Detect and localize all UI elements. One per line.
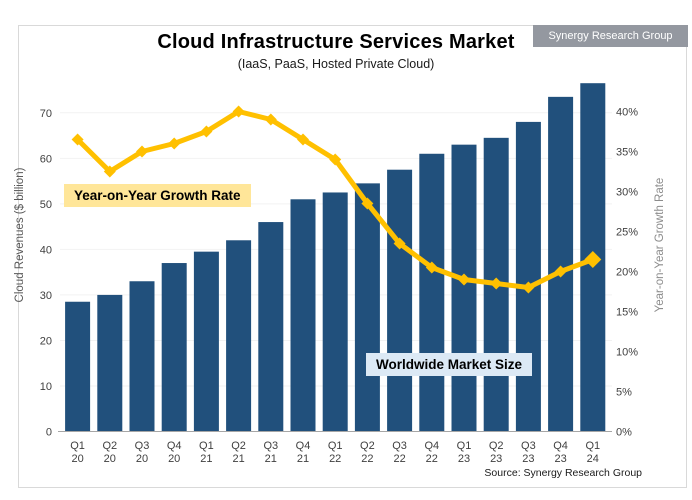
left-tick-label: 50 xyxy=(40,199,52,211)
bar xyxy=(322,192,348,432)
bar xyxy=(65,301,91,432)
line-marker xyxy=(522,281,535,294)
chart-subtitle: (IaaS, PaaS, Hosted Private Cloud) xyxy=(237,57,435,71)
x-tick-label: Q1 xyxy=(328,440,343,452)
x-tick-label: 20 xyxy=(104,453,116,465)
source-note: Source: Synergy Research Group xyxy=(484,467,642,479)
right-tick-label: 15% xyxy=(616,307,638,319)
x-tick-label: 23 xyxy=(490,453,502,465)
line-marker xyxy=(71,133,84,146)
bar xyxy=(387,169,413,432)
right-tick-label: 40% xyxy=(616,107,638,119)
line-marker xyxy=(200,125,213,138)
line-marker xyxy=(103,165,116,178)
line-marker xyxy=(264,113,277,126)
x-tick-label: 23 xyxy=(458,453,470,465)
bar xyxy=(515,121,541,432)
x-tick-label: Q3 xyxy=(263,440,278,452)
x-tick-label: Q4 xyxy=(553,440,568,452)
right-tick-label: 20% xyxy=(616,267,638,279)
brand-badge: Synergy Research Group xyxy=(533,25,688,47)
x-tick-label: 21 xyxy=(200,453,212,465)
line-marker xyxy=(361,197,374,210)
right-tick-label: 30% xyxy=(616,187,638,199)
left-tick-label: 60 xyxy=(40,153,52,165)
line-marker xyxy=(329,153,342,166)
right-tick-label: 10% xyxy=(616,347,638,359)
x-tick-label: Q1 xyxy=(585,440,600,452)
left-tick-label: 20 xyxy=(40,335,52,347)
line-marker xyxy=(425,261,438,274)
x-tick-label: Q3 xyxy=(392,440,407,452)
x-tick-label: 24 xyxy=(587,453,599,465)
right-tick-label: 25% xyxy=(616,227,638,239)
x-tick-label: Q2 xyxy=(360,440,375,452)
bar xyxy=(290,199,316,432)
chart-title: Cloud Infrastructure Services Market xyxy=(157,31,515,53)
x-tick-label: Q2 xyxy=(102,440,117,452)
line-marker xyxy=(458,273,470,286)
x-tick-label: Q4 xyxy=(296,440,311,452)
right-tick-label: 5% xyxy=(616,387,632,399)
left-tick-label: 10 xyxy=(40,381,52,393)
x-tick-label: 23 xyxy=(554,453,566,465)
x-tick-label: Q4 xyxy=(424,440,439,452)
line-marker xyxy=(554,265,567,278)
x-tick-label: 23 xyxy=(522,453,534,465)
right-tick-label: 35% xyxy=(616,147,638,159)
x-tick-label: Q3 xyxy=(521,440,536,452)
right-tick-label: 0% xyxy=(616,427,632,439)
x-tick-label: Q2 xyxy=(231,440,246,452)
x-tick-label: Q1 xyxy=(457,440,472,452)
bar xyxy=(129,281,155,432)
line-marker xyxy=(584,251,602,268)
x-tick-label: 21 xyxy=(232,453,244,465)
bar xyxy=(419,153,445,432)
x-tick-label: 21 xyxy=(265,453,277,465)
growth-rate-label: Year-on-Year Growth Rate xyxy=(64,184,251,207)
x-tick-label: Q3 xyxy=(135,440,150,452)
x-tick-label: 21 xyxy=(297,453,309,465)
x-tick-label: Q1 xyxy=(70,440,85,452)
left-tick-label: 30 xyxy=(40,290,52,302)
x-tick-label: Q2 xyxy=(489,440,504,452)
bar xyxy=(97,294,123,432)
bar xyxy=(548,96,574,432)
bar xyxy=(193,251,219,432)
x-tick-label: 20 xyxy=(168,453,180,465)
x-tick-label: 22 xyxy=(361,453,373,465)
bar xyxy=(258,222,284,432)
x-tick-label: 22 xyxy=(426,453,438,465)
market-size-label: Worldwide Market Size xyxy=(366,353,533,376)
left-tick-label: 70 xyxy=(40,108,52,120)
left-tick-label: 0 xyxy=(46,427,52,439)
line-marker xyxy=(232,105,245,118)
x-tick-label: 20 xyxy=(71,453,83,465)
x-tick-label: 20 xyxy=(136,453,148,465)
x-tick-label: Q4 xyxy=(167,440,182,452)
x-tick-label: 22 xyxy=(329,453,341,465)
line-marker xyxy=(297,133,309,146)
line-marker xyxy=(168,137,181,150)
bar xyxy=(161,263,187,432)
left-tick-label: 40 xyxy=(40,244,52,256)
bar xyxy=(354,183,380,432)
bar xyxy=(226,240,252,432)
line-marker xyxy=(490,277,503,290)
line-marker xyxy=(136,145,148,158)
x-tick-label: 22 xyxy=(393,453,405,465)
x-tick-label: Q1 xyxy=(199,440,214,452)
bar xyxy=(451,144,477,432)
line-marker xyxy=(393,237,406,250)
